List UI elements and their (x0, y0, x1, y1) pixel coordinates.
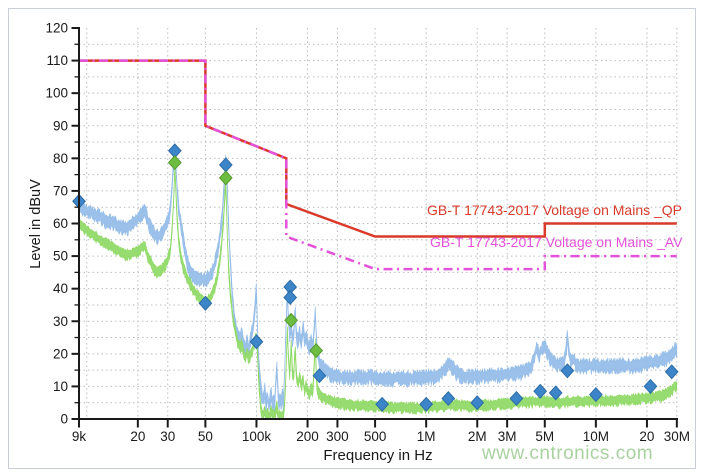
y-tick-label: 100 (45, 86, 68, 101)
x-tick-label: 100k (242, 429, 272, 444)
x-tick-label: 30M (664, 429, 690, 444)
y-tick-label: 110 (46, 53, 68, 68)
x-tick-label: 30 (160, 429, 175, 444)
limit-av-line (79, 59, 677, 271)
y-axis-title: Level in dBuV (28, 179, 44, 269)
x-tick-label: 10M (583, 429, 609, 444)
x-tick-label: 9k (72, 429, 87, 444)
y-tick-label: 50 (53, 249, 68, 264)
final-measurement-qp-marker (643, 378, 658, 394)
y-tick-label: 120 (45, 21, 68, 36)
legend-limit-av: GB-T 17743-2017 Voltage on Mains _AV (430, 234, 683, 250)
y-tick-label: 30 (53, 314, 68, 329)
final-measurement-qp-marker (470, 395, 485, 411)
trace-qp-band (78, 150, 678, 415)
final-measurement-av-marker (167, 155, 182, 171)
x-tick-label: 500 (364, 429, 387, 444)
y-tick-label: 20 (53, 346, 68, 361)
final-measurement-qp-marker (589, 387, 603, 403)
x-tick-label: 20 (130, 429, 145, 444)
final-measurement-qp-marker (375, 396, 389, 412)
trace-av-band (78, 167, 678, 420)
final-measurement-qp-marker (509, 390, 524, 407)
legend-limit-qp: GB-T 17743-2017 Voltage on Mains _QP (427, 202, 683, 218)
final-measurement-qp-marker (533, 383, 548, 399)
x-tick-label: 50 (198, 429, 213, 444)
y-tick-label: 60 (53, 216, 68, 231)
final-measurement-qp-marker (419, 396, 434, 412)
x-tick-label: 200 (296, 429, 319, 444)
watermark: www.cntronics.com (482, 443, 654, 464)
final-measurement-av-marker (218, 170, 233, 186)
x-tick-label: 5M (535, 429, 554, 444)
final-measurement-qp-marker (441, 390, 456, 407)
y-tick-label: 80 (53, 151, 68, 166)
x-tick-label: 300 (326, 429, 349, 444)
x-tick-label: 3M (498, 429, 517, 444)
y-tick-label: 70 (53, 183, 68, 198)
y-tick-label: 0 (60, 412, 68, 427)
y-tick-label: 90 (53, 118, 68, 133)
final-measurement-av-marker (284, 312, 298, 328)
y-tick-label: 40 (53, 281, 68, 296)
final-measurement-av-marker (309, 343, 324, 359)
final-measurement-qp-marker (283, 289, 298, 306)
final-measurement-qp-marker (198, 295, 213, 311)
final-measurement-qp-marker (664, 364, 679, 380)
x-tick-label: 20 (639, 429, 654, 444)
frame-border (8, 8, 696, 469)
final-measurement-qp-marker (249, 334, 264, 350)
x-tick-label: 1M (417, 429, 436, 444)
y-tick-label: 10 (53, 379, 68, 394)
x-axis-title: Frequency in Hz (323, 447, 433, 464)
x-tick-label: 2M (468, 429, 487, 444)
final-measurement-qp-marker (312, 368, 327, 384)
final-measurement-qp-marker (218, 157, 233, 173)
final-measurement-qp-marker (560, 363, 575, 379)
final-measurement-qp-marker (548, 385, 563, 401)
